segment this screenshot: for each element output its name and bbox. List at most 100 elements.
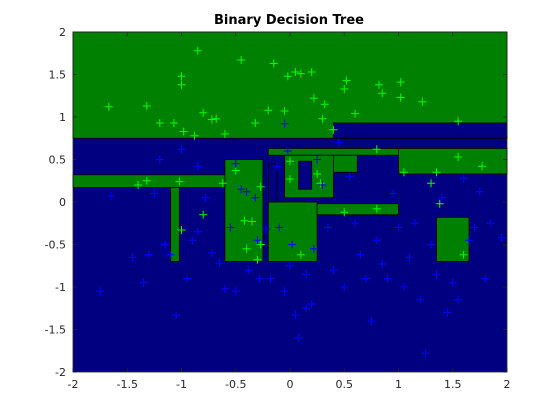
data-point (253, 255, 262, 264)
data-point (251, 193, 260, 202)
decision-region-green (72, 31, 508, 139)
data-point (351, 219, 360, 228)
data-point (288, 240, 297, 249)
data-point (231, 287, 240, 296)
x-tick-label: 1 (395, 378, 402, 391)
y-tick-label: 1 (59, 111, 66, 124)
data-point (372, 204, 381, 213)
x-tick-label: -1 (176, 378, 187, 391)
y-tick-label: -0.5 (45, 239, 66, 252)
data-point (177, 80, 186, 89)
data-point (421, 349, 430, 358)
data-point (193, 46, 202, 55)
data-point (155, 118, 164, 127)
data-point (144, 250, 153, 259)
data-point (240, 216, 249, 225)
data-point (283, 72, 292, 81)
data-point (177, 226, 186, 235)
data-point (253, 236, 262, 245)
data-point (470, 223, 479, 232)
data-point (248, 217, 257, 226)
data-point (190, 131, 199, 140)
data-point (169, 118, 178, 127)
data-point (215, 259, 224, 268)
data-point (237, 185, 246, 194)
decision-regions (72, 31, 508, 262)
data-point (302, 270, 311, 279)
data-points (96, 46, 506, 358)
data-point (256, 182, 265, 191)
data-point (296, 69, 305, 78)
data-point (459, 174, 468, 183)
data-point (497, 233, 506, 242)
data-point (201, 193, 210, 202)
data-point (313, 169, 322, 178)
data-point (220, 130, 229, 138)
data-point (432, 270, 441, 279)
decision-region-blue (267, 163, 278, 203)
y-tick-label: -1 (55, 281, 66, 294)
y-tick-label: 0.5 (49, 154, 67, 167)
data-point (399, 168, 408, 177)
data-point (318, 114, 327, 123)
data-point (454, 152, 463, 161)
data-point (294, 334, 303, 342)
data-point (340, 283, 349, 291)
decision-region-green (332, 154, 358, 173)
data-point (416, 295, 425, 304)
chart-title: Binary Decision Tree (214, 13, 364, 28)
x-tick-label: -0.5 (225, 378, 246, 391)
data-point (242, 244, 251, 253)
data-point (318, 181, 327, 189)
data-point (212, 114, 221, 123)
data-point (207, 249, 216, 257)
data-point (177, 145, 186, 154)
data-point (142, 176, 151, 185)
data-point (231, 166, 240, 175)
data-point (286, 261, 294, 270)
data-point (454, 117, 463, 126)
x-tick-label: 2 (504, 378, 511, 391)
data-point (383, 274, 392, 283)
data-point (218, 179, 227, 188)
y-tick-label: 2 (59, 26, 66, 39)
data-point (374, 80, 383, 89)
decision-region-green (316, 203, 399, 216)
data-point (291, 311, 300, 320)
data-point (320, 100, 329, 109)
data-point (161, 240, 170, 249)
x-tick-label: 0.5 (336, 378, 354, 391)
data-point (220, 284, 229, 293)
data-point (481, 274, 490, 283)
data-point (142, 101, 151, 110)
data-point (399, 283, 408, 291)
data-point (372, 145, 381, 154)
data-point (340, 84, 349, 93)
data-point (237, 56, 246, 65)
x-tick-label: -2 (68, 378, 79, 391)
data-point (231, 159, 240, 168)
data-point (302, 304, 311, 313)
plot-area (72, 31, 508, 373)
data-point (242, 187, 251, 196)
data-point (437, 193, 446, 202)
x-tick-label: 1.5 (444, 378, 462, 391)
data-point (262, 225, 271, 234)
data-point (342, 76, 351, 85)
decision-region-green (267, 201, 318, 262)
data-point (329, 266, 338, 274)
data-point (486, 219, 495, 228)
data-point (351, 109, 360, 118)
data-point (323, 223, 332, 232)
data-point (405, 253, 414, 262)
x-tick-label: -1.5 (117, 378, 138, 391)
data-point (372, 236, 381, 245)
data-point (193, 162, 202, 171)
data-point (177, 72, 186, 81)
data-point (106, 192, 115, 201)
data-point (199, 108, 208, 117)
data-point (478, 162, 487, 171)
data-point (465, 236, 474, 245)
data-point (256, 240, 265, 249)
data-point (309, 94, 318, 103)
